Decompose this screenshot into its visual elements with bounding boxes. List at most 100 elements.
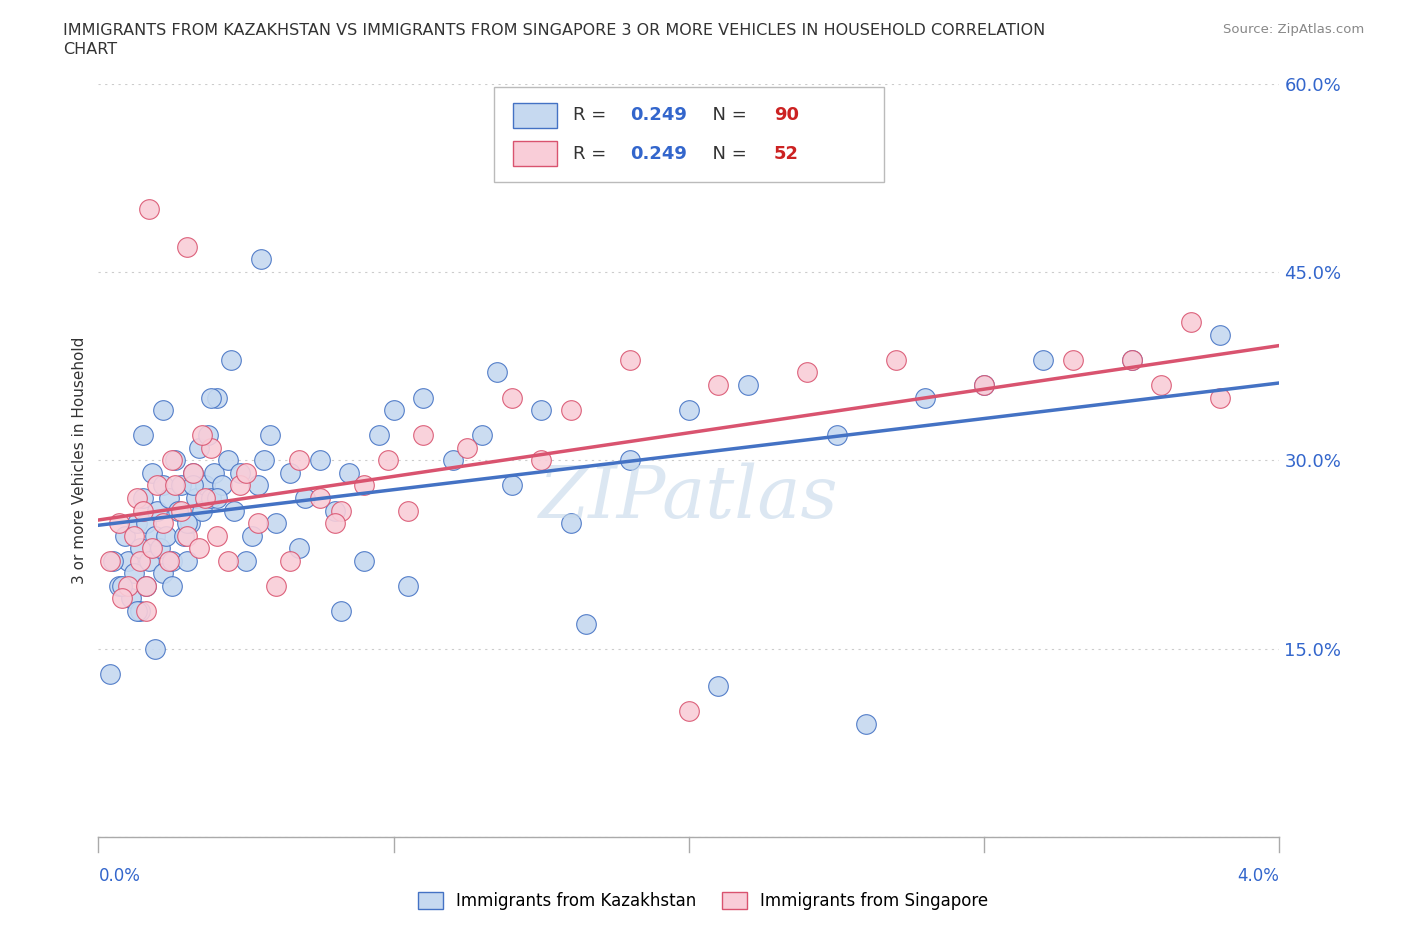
Point bbox=[329, 604, 352, 618]
Point bbox=[441, 453, 464, 468]
Text: R =: R = bbox=[574, 144, 612, 163]
Point bbox=[353, 553, 375, 568]
Point bbox=[471, 428, 494, 443]
Point bbox=[294, 491, 316, 506]
Point bbox=[146, 503, 169, 518]
Point bbox=[224, 503, 246, 518]
Point bbox=[707, 679, 730, 694]
Point bbox=[117, 553, 139, 568]
Legend: Immigrants from Kazakhstan, Immigrants from Singapore: Immigrants from Kazakhstan, Immigrants f… bbox=[412, 885, 994, 917]
Point bbox=[457, 441, 479, 456]
Point bbox=[398, 503, 420, 518]
Point bbox=[678, 403, 700, 418]
Point bbox=[176, 553, 198, 568]
Point bbox=[108, 578, 131, 593]
Y-axis label: 3 or more Vehicles in Household: 3 or more Vehicles in Household bbox=[72, 337, 87, 584]
Point bbox=[138, 553, 160, 568]
Point bbox=[108, 515, 131, 530]
Point bbox=[486, 365, 509, 380]
Point bbox=[560, 515, 582, 530]
Point bbox=[217, 553, 239, 568]
Point bbox=[143, 528, 166, 543]
Point bbox=[737, 378, 759, 392]
Point bbox=[200, 441, 222, 456]
Point bbox=[221, 352, 243, 367]
Point bbox=[211, 478, 233, 493]
Text: N =: N = bbox=[700, 144, 752, 163]
Point bbox=[165, 453, 187, 468]
Point bbox=[152, 515, 174, 530]
Point bbox=[678, 704, 700, 719]
Text: R =: R = bbox=[574, 107, 612, 125]
Point bbox=[194, 478, 217, 493]
Point bbox=[253, 453, 276, 468]
Point bbox=[125, 491, 148, 506]
Point bbox=[259, 428, 281, 443]
Point bbox=[382, 403, 405, 418]
Point bbox=[176, 528, 198, 543]
Point bbox=[323, 515, 346, 530]
Point bbox=[128, 604, 150, 618]
Point bbox=[1209, 391, 1232, 405]
Point bbox=[191, 503, 214, 518]
Point bbox=[796, 365, 818, 380]
Point bbox=[1150, 378, 1173, 392]
Point bbox=[167, 503, 190, 518]
Text: 90: 90 bbox=[773, 107, 799, 125]
Point bbox=[179, 515, 201, 530]
Point bbox=[194, 491, 217, 506]
Point bbox=[155, 528, 177, 543]
Point bbox=[309, 491, 332, 506]
Point bbox=[128, 540, 150, 555]
Point bbox=[501, 391, 523, 405]
Point bbox=[377, 453, 399, 468]
Point bbox=[202, 465, 225, 480]
Point bbox=[138, 202, 160, 217]
Point bbox=[162, 578, 183, 593]
Point bbox=[398, 578, 420, 593]
Point bbox=[135, 578, 157, 593]
Point bbox=[197, 428, 219, 443]
Point bbox=[135, 515, 157, 530]
Point bbox=[152, 478, 174, 493]
Point bbox=[114, 528, 136, 543]
Point bbox=[120, 591, 142, 606]
FancyBboxPatch shape bbox=[513, 140, 557, 166]
Point bbox=[181, 465, 204, 480]
Point bbox=[157, 553, 180, 568]
FancyBboxPatch shape bbox=[494, 87, 884, 181]
Point bbox=[235, 553, 257, 568]
Point bbox=[200, 491, 222, 506]
Point bbox=[229, 478, 252, 493]
Text: IMMIGRANTS FROM KAZAKHSTAN VS IMMIGRANTS FROM SINGAPORE 3 OR MORE VEHICLES IN HO: IMMIGRANTS FROM KAZAKHSTAN VS IMMIGRANTS… bbox=[63, 23, 1046, 38]
Point bbox=[200, 391, 222, 405]
Point bbox=[141, 540, 163, 555]
Point bbox=[98, 666, 121, 681]
Point bbox=[111, 578, 134, 593]
Point bbox=[103, 553, 125, 568]
Point bbox=[217, 453, 239, 468]
Point bbox=[187, 441, 209, 456]
Point bbox=[132, 428, 155, 443]
Point bbox=[619, 453, 641, 468]
Point bbox=[575, 616, 598, 631]
Point bbox=[235, 465, 257, 480]
Point bbox=[191, 428, 214, 443]
Point bbox=[125, 515, 148, 530]
Point bbox=[973, 378, 995, 392]
Point bbox=[412, 391, 434, 405]
Point bbox=[412, 428, 434, 443]
Point bbox=[825, 428, 848, 443]
Point bbox=[157, 491, 180, 506]
Point bbox=[170, 503, 193, 518]
Point bbox=[1062, 352, 1084, 367]
Point bbox=[205, 491, 228, 506]
Point bbox=[117, 578, 139, 593]
Point bbox=[1209, 327, 1232, 342]
Point bbox=[181, 478, 204, 493]
Point bbox=[1121, 352, 1143, 367]
Point bbox=[135, 578, 157, 593]
Text: N =: N = bbox=[700, 107, 752, 125]
Point bbox=[353, 478, 375, 493]
Point bbox=[205, 391, 228, 405]
